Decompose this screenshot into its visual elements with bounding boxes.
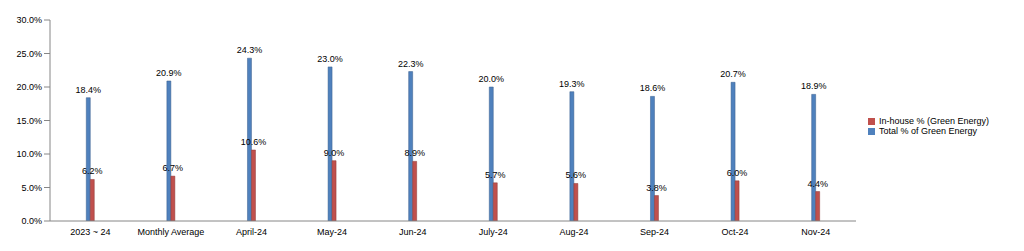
svg-text:6.0%: 6.0% — [727, 168, 748, 178]
svg-text:5.6%: 5.6% — [566, 170, 587, 180]
svg-text:10.6%: 10.6% — [241, 137, 267, 147]
svg-text:19.3%: 19.3% — [559, 79, 585, 89]
svg-text:4.4%: 4.4% — [807, 179, 828, 189]
svg-text:15.0%: 15.0% — [16, 116, 42, 126]
svg-text:20.9%: 20.9% — [156, 68, 182, 78]
svg-text:3.8%: 3.8% — [646, 183, 667, 193]
svg-text:Monthly Average: Monthly Average — [137, 227, 204, 237]
svg-text:2023 ~ 24: 2023 ~ 24 — [70, 227, 110, 237]
svg-text:6.2%: 6.2% — [82, 166, 103, 176]
svg-text:5.7%: 5.7% — [485, 170, 506, 180]
svg-text:Nov-24: Nov-24 — [801, 227, 830, 237]
svg-text:24.3%: 24.3% — [237, 45, 263, 55]
svg-text:May-24: May-24 — [317, 227, 347, 237]
svg-text:30.0%: 30.0% — [16, 15, 42, 25]
svg-text:Oct-24: Oct-24 — [722, 227, 749, 237]
svg-text:5.0%: 5.0% — [21, 183, 42, 193]
svg-text:20.0%: 20.0% — [479, 74, 505, 84]
svg-text:18.4%: 18.4% — [76, 85, 102, 95]
svg-text:8.9%: 8.9% — [404, 148, 425, 158]
svg-text:18.6%: 18.6% — [640, 83, 666, 93]
svg-text:6.7%: 6.7% — [163, 163, 184, 173]
svg-text:Jun-24: Jun-24 — [399, 227, 427, 237]
html-text:In-house % (Green Energy): In-house % (Green Energy) — [879, 115, 990, 126]
svg-text:20.0%: 20.0% — [16, 82, 42, 92]
html-text:Total % of Green Energy: Total % of Green Energy — [879, 125, 978, 136]
svg-text:July-24: July-24 — [479, 227, 508, 237]
svg-text:9.0%: 9.0% — [324, 148, 345, 158]
svg-text:Aug-24: Aug-24 — [559, 227, 588, 237]
svg-text:18.9%: 18.9% — [801, 81, 827, 91]
svg-text:0.0%: 0.0% — [21, 216, 42, 226]
svg-text:10.0%: 10.0% — [16, 149, 42, 159]
svg-text:April-24: April-24 — [236, 227, 267, 237]
svg-text:Sep-24: Sep-24 — [640, 227, 669, 237]
svg-text:20.7%: 20.7% — [720, 69, 746, 79]
svg-text:22.3%: 22.3% — [398, 59, 424, 69]
svg-text:25.0%: 25.0% — [16, 49, 42, 59]
svg-text:23.0%: 23.0% — [317, 54, 343, 64]
